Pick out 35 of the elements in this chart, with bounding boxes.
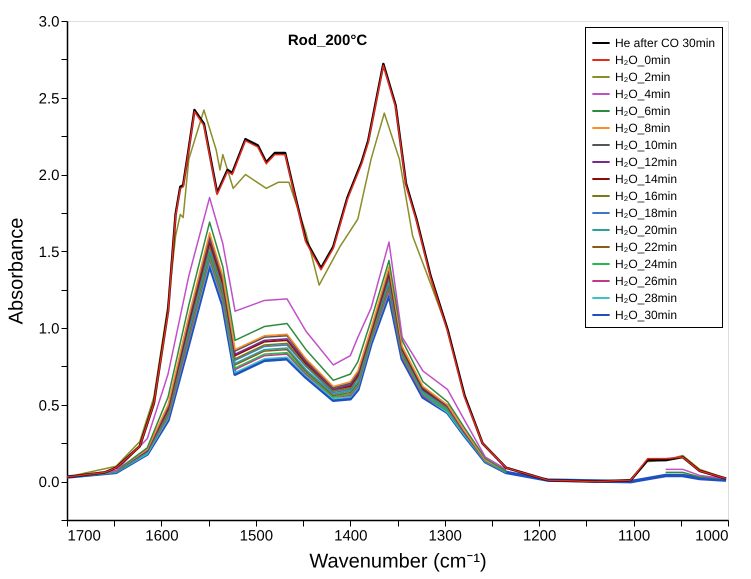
x-tick-label: 1700	[68, 528, 101, 544]
legend-label: H₂O_2min	[615, 70, 670, 84]
x-tick-label: 1400	[334, 528, 368, 544]
legend-label: H₂O_14min	[615, 172, 678, 186]
y-tick-label: 1.0	[38, 320, 60, 338]
legend-label: H₂O_30min	[615, 308, 678, 322]
x-axis-title: Wavenumber (cm⁻¹)	[309, 550, 487, 572]
legend-label: H₂O_8min	[615, 121, 670, 135]
x-tick-label: 1000	[695, 528, 728, 544]
legend-label: H₂O_16min	[615, 189, 678, 203]
legend-label: H₂O_12min	[615, 155, 678, 169]
y-axis-title: Absorbance	[6, 218, 28, 324]
y-tick-label: 0.5	[38, 397, 60, 414]
x-tick-label: 1600	[145, 528, 179, 544]
legend-label: H₂O_26min	[615, 274, 678, 288]
y-tick-label: 0.0	[38, 474, 60, 492]
legend-label: H₂O_0min	[615, 53, 670, 67]
legend-label: H₂O_22min	[615, 240, 678, 254]
legend-label: H₂O_18min	[615, 206, 678, 220]
legend-label: He after CO 30min	[615, 36, 716, 50]
legend-label: H₂O_20min	[615, 223, 678, 237]
text: Rod_200°C	[288, 32, 368, 49]
x-tick-label: 1300	[428, 528, 462, 544]
legend-label: H₂O_10min	[615, 138, 678, 152]
x-tick-label: 1500	[240, 528, 274, 544]
y-tick-label: 2.0	[38, 167, 60, 184]
y-tick-label: 1.5	[38, 244, 60, 261]
legend-label: H₂O_28min	[615, 291, 678, 305]
x-tick-label: 1200	[522, 528, 556, 544]
y-tick-label: 3.0	[38, 14, 60, 30]
legend-label: H₂O_24min	[615, 257, 678, 271]
x-tick-label: 1100	[618, 528, 650, 544]
y-tick-label: 2.5	[38, 90, 60, 108]
legend-label: H₂O_6min	[615, 104, 670, 118]
legend-label: H₂O_4min	[615, 87, 670, 101]
